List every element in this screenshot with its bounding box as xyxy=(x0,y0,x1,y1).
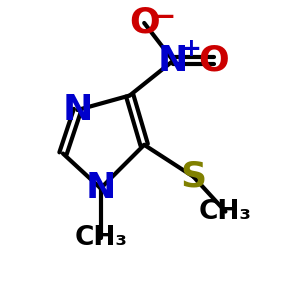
Text: O: O xyxy=(129,6,160,40)
Text: N: N xyxy=(158,44,188,78)
Text: N: N xyxy=(62,93,93,127)
Text: −: − xyxy=(153,3,176,31)
Text: CH₃: CH₃ xyxy=(74,225,127,251)
Text: +: + xyxy=(180,37,201,61)
Text: N: N xyxy=(85,171,116,206)
Text: CH₃: CH₃ xyxy=(199,199,252,225)
Text: O: O xyxy=(199,44,229,78)
Text: S: S xyxy=(181,160,207,194)
